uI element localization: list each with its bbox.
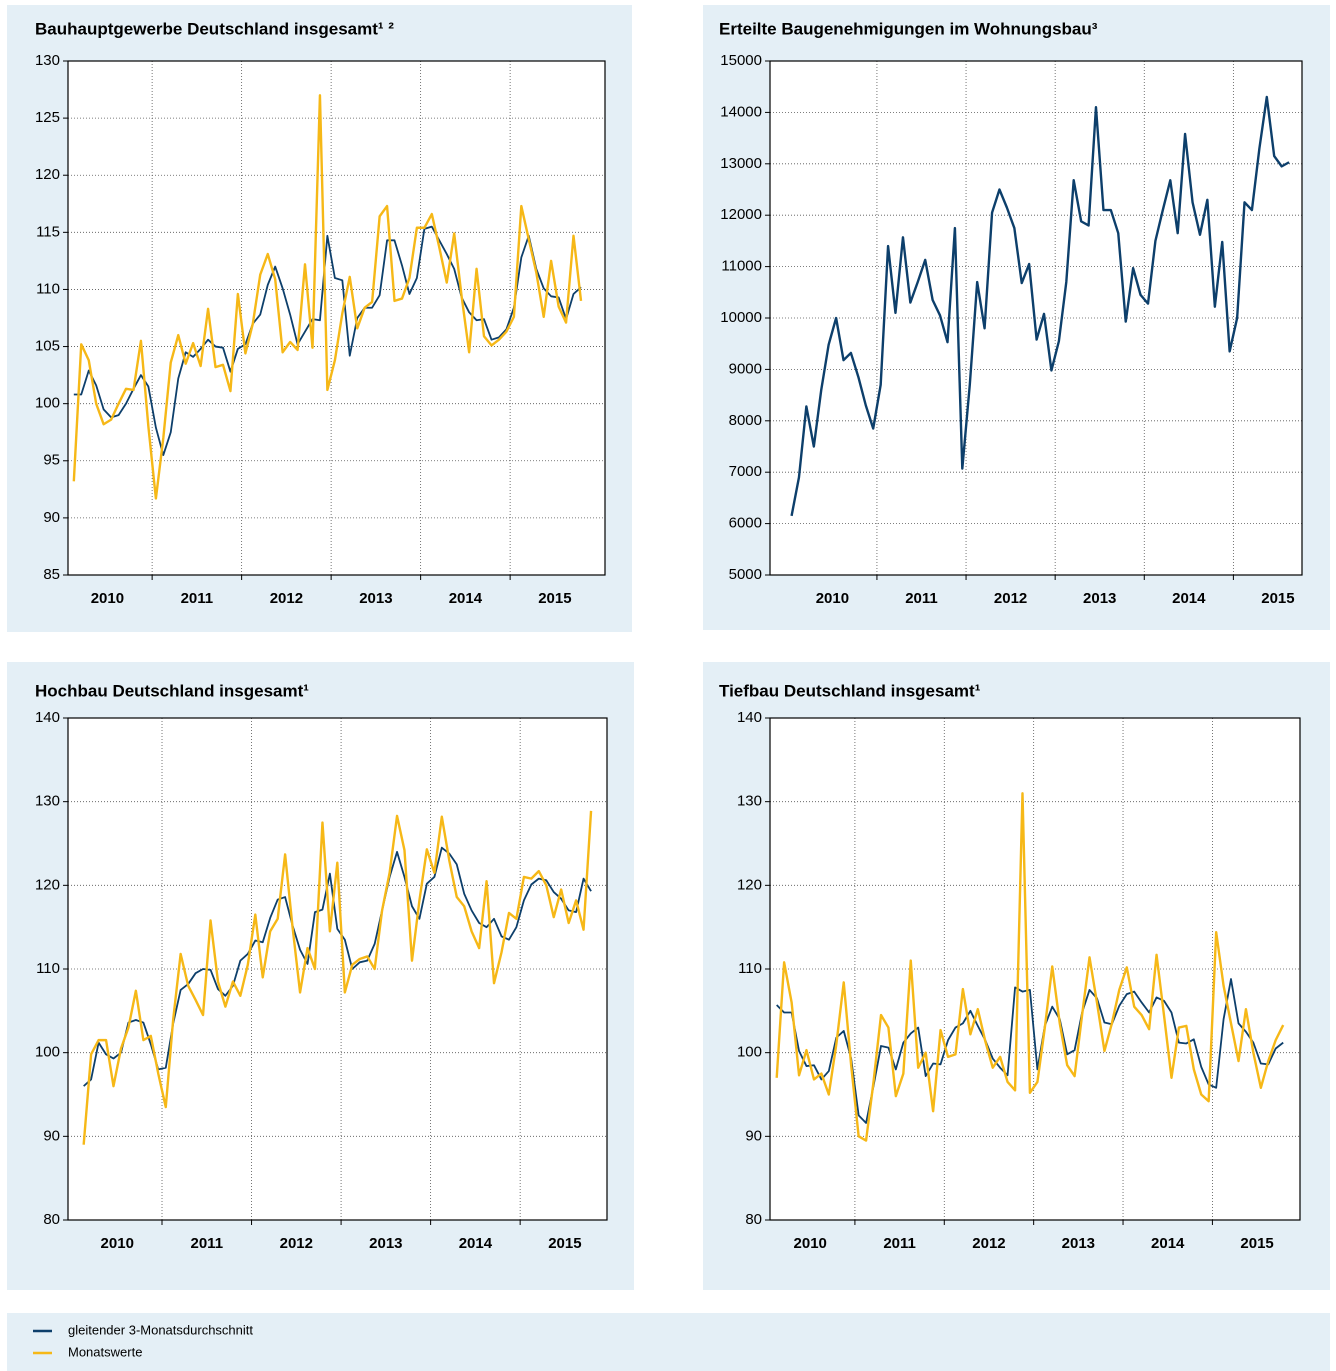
chart-title: Erteilte Baugenehmigungen im Wohnungsbau… — [719, 19, 1098, 38]
y-tick-label: 13000 — [720, 155, 762, 172]
y-tick-label: 100 — [35, 395, 60, 412]
x-tick-label: 2013 — [1062, 1235, 1095, 1252]
x-tick-label: 2012 — [994, 590, 1027, 607]
series-line — [82, 810, 593, 1145]
series-line — [73, 225, 582, 456]
y-tick-label: 80 — [745, 1211, 762, 1228]
chart-title: Hochbau Deutschland insgesamt¹ — [35, 681, 309, 700]
x-tick-label: 2012 — [972, 1235, 1005, 1252]
y-tick-label: 90 — [745, 1127, 762, 1144]
x-tick-label: 2012 — [270, 590, 303, 607]
chart-title: Tiefbau Deutschland insgesamt¹ — [719, 681, 981, 700]
series-line — [72, 94, 583, 500]
y-tick-label: 6000 — [729, 515, 762, 532]
y-tick-label: 10000 — [720, 309, 762, 326]
x-tick-label: 2010 — [794, 1235, 827, 1252]
x-tick-label: 2011 — [883, 1235, 916, 1252]
y-tick-label: 7000 — [729, 463, 762, 480]
y-tick-label: 115 — [36, 223, 60, 240]
y-tick-label: 12000 — [720, 206, 762, 223]
x-tick-label: 2011 — [181, 590, 214, 607]
x-tick-label: 2012 — [280, 1235, 313, 1252]
y-tick-label: 100 — [737, 1044, 762, 1061]
y-tick-label: 130 — [35, 793, 60, 810]
series-line — [775, 792, 1285, 1142]
x-tick-label: 2013 — [359, 590, 392, 607]
plot-frame — [769, 60, 1303, 576]
y-tick-label: 120 — [35, 166, 60, 183]
y-tick-label: 14000 — [720, 103, 762, 120]
chart-title: Bauhauptgewerbe Deutschland insgesamt¹ ² — [35, 19, 394, 38]
x-tick-label: 2013 — [369, 1235, 402, 1252]
plot-frame — [67, 60, 606, 576]
x-tick-label: 2015 — [548, 1235, 581, 1252]
y-tick-label: 110 — [36, 280, 60, 297]
plot-area — [68, 61, 605, 575]
series-line — [776, 978, 1284, 1124]
plot-area — [68, 718, 607, 1220]
x-tick-label: 2014 — [449, 590, 483, 607]
y-tick-label: 140 — [35, 709, 60, 726]
x-tick-label: 2014 — [1172, 590, 1206, 607]
y-tick-label: 130 — [737, 793, 762, 810]
y-tick-label: 11000 — [721, 258, 762, 275]
legend-panel — [7, 1313, 1330, 1371]
y-tick-label: 110 — [36, 960, 60, 977]
series-line — [790, 95, 1290, 517]
x-tick-label: 2015 — [538, 590, 571, 607]
plot-frame — [769, 717, 1301, 1221]
y-tick-label: 8000 — [729, 412, 762, 429]
x-tick-label: 2014 — [459, 1235, 493, 1252]
x-tick-label: 2013 — [1083, 590, 1116, 607]
legend-label: gleitender 3-Monatsdurchschnitt — [68, 1322, 253, 1337]
y-tick-label: 95 — [43, 452, 60, 469]
y-tick-label: 85 — [43, 566, 60, 583]
x-tick-label: 2011 — [191, 1235, 224, 1252]
legend-label: Monatswerte — [68, 1344, 142, 1359]
x-tick-label: 2014 — [1151, 1235, 1185, 1252]
y-tick-label: 125 — [35, 109, 60, 126]
plot-frame — [67, 717, 608, 1221]
series-line — [83, 846, 592, 1087]
x-tick-label: 2015 — [1261, 590, 1294, 607]
y-tick-label: 80 — [43, 1211, 60, 1228]
y-tick-label: 90 — [43, 1127, 60, 1144]
y-tick-label: 100 — [35, 1044, 60, 1061]
y-tick-label: 9000 — [729, 360, 762, 377]
y-tick-label: 105 — [35, 338, 60, 355]
y-tick-label: 110 — [738, 960, 762, 977]
x-tick-label: 2010 — [816, 590, 849, 607]
y-tick-label: 90 — [43, 509, 60, 526]
y-tick-label: 130 — [35, 52, 60, 69]
x-tick-label: 2015 — [1240, 1235, 1273, 1252]
y-tick-label: 120 — [35, 876, 60, 893]
y-tick-label: 120 — [737, 876, 762, 893]
x-tick-label: 2011 — [905, 590, 938, 607]
y-tick-label: 140 — [737, 709, 762, 726]
x-tick-label: 2010 — [101, 1235, 134, 1252]
x-tick-label: 2010 — [91, 590, 124, 607]
y-tick-label: 5000 — [729, 566, 762, 583]
plot-area — [770, 61, 1302, 575]
y-tick-label: 15000 — [720, 52, 762, 69]
